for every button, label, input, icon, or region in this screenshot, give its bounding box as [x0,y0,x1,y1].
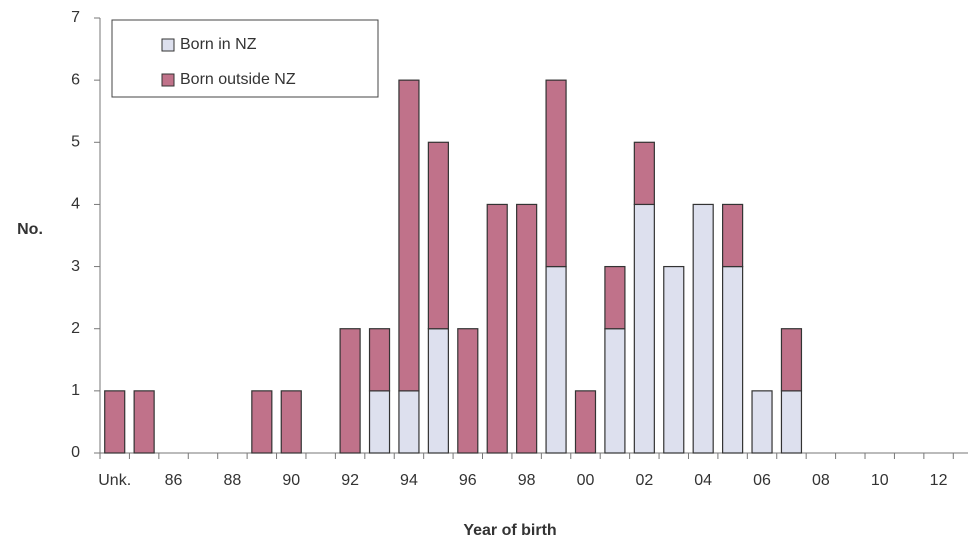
legend-label: Born outside NZ [180,71,296,88]
bar-segment [574,390,597,454]
x-tick-label: 92 [341,472,359,489]
x-tick-label: 94 [400,472,418,489]
y-axis-label: No. [17,221,43,238]
legend-box [111,19,379,98]
x-tick-label: 86 [165,472,183,489]
x-tick-label: 02 [635,472,653,489]
y-tick-label: 0 [71,444,80,461]
x-axis-label: Year of birth [463,522,556,539]
bar-segment [663,265,685,454]
x-tick-label: 06 [753,472,771,489]
y-tick-label: 2 [71,320,80,337]
bar-segment [545,265,567,454]
bar-segment [457,328,479,454]
x-tick-label: Unk. [98,472,131,489]
bar-segment [104,390,126,454]
legend-swatch [161,38,175,52]
y-tick-label: 4 [71,196,80,213]
x-tick-label: 10 [871,472,889,489]
y-tick-label: 1 [71,382,80,399]
bar-segment [398,79,420,392]
y-tick-label: 6 [71,71,80,88]
bar-segment [368,390,391,454]
bar-segment [751,390,773,454]
x-tick-label: 90 [282,472,300,489]
bar-segment [780,328,803,392]
bar-segment [780,390,803,454]
x-tick-label: 12 [930,472,948,489]
x-tick-label: 98 [518,472,536,489]
bar-segment [133,390,155,454]
y-tick-label: 7 [71,9,80,26]
bar-segment [251,390,273,454]
x-tick-label: 00 [577,472,595,489]
bar-segment [486,203,508,454]
y-tick-label: 3 [71,258,80,275]
y-tick-label: 5 [71,134,80,151]
x-tick-label: 88 [224,472,242,489]
bar-segment [722,265,744,454]
bar-segment [604,328,626,454]
x-tick-label: 04 [694,472,712,489]
bar-segment [722,203,744,268]
bar-segment [427,141,449,330]
bar-segment [633,141,655,206]
bar-segment [427,328,449,454]
bar-segment [604,265,626,330]
bar-segment [545,79,567,268]
legend-label: Born in NZ [180,36,257,53]
bar-segment [280,390,302,454]
bar-segment [339,328,361,454]
bar-segment [398,390,420,454]
bar-segment [633,203,655,454]
bar-segment [516,203,538,454]
x-tick-label: 08 [812,472,830,489]
x-tick-label: 96 [459,472,477,489]
bar-segment [368,328,391,392]
bar-segment [692,203,714,454]
legend-swatch [161,73,175,87]
